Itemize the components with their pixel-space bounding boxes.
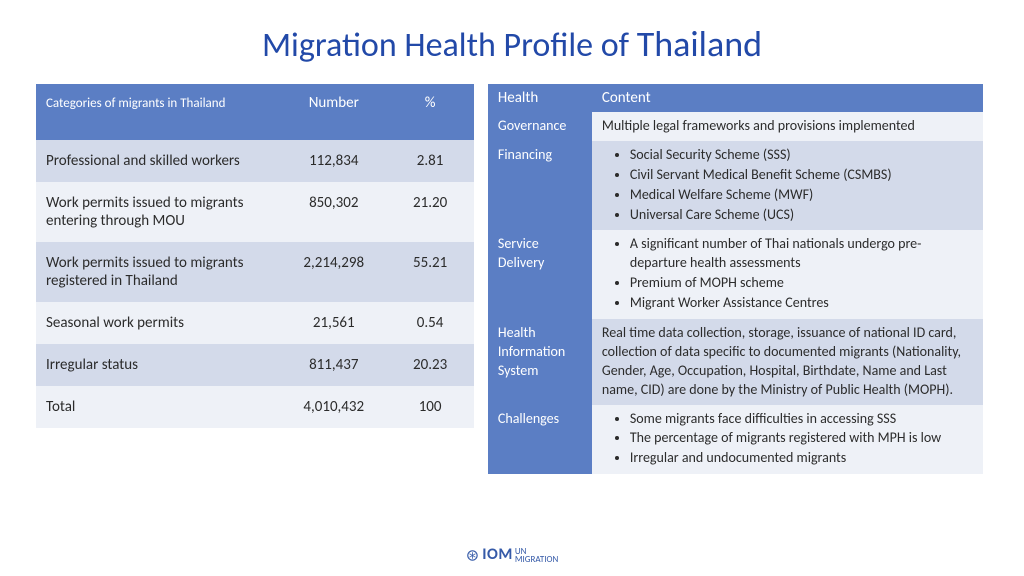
cell-cat: Professional and skilled workers [36, 140, 281, 182]
table-row: Challenges Some migrants face difficultie… [488, 405, 983, 475]
table-row: Health Information SystemReal time data … [488, 319, 983, 405]
cell-cat: Work permits issued to migrants register… [36, 242, 281, 302]
migrants-table-panel: Categories of migrants in Thailand Numbe… [36, 84, 474, 474]
col-header-content: Content [592, 84, 983, 112]
col-header-categories: Categories of migrants in Thailand [36, 84, 281, 140]
col-header-health: Health [488, 84, 592, 112]
health-content: Multiple legal frameworks and provisions… [592, 112, 983, 141]
health-label: Challenges [488, 405, 592, 475]
title-country: Thailand [637, 22, 762, 66]
health-table-panel: Health Content GovernanceMultiple legal … [488, 84, 983, 474]
cell-cat: Seasonal work permits [36, 302, 281, 344]
health-content: Social Security Scheme (SSS)Civil Servan… [592, 141, 983, 231]
table-row: Total4,010,432100 [36, 386, 474, 428]
cell-cat: Total [36, 386, 281, 428]
list-item: The percentage of migrants registered wi… [630, 429, 973, 449]
health-label: Financing [488, 141, 592, 231]
content-area: Categories of migrants in Thailand Numbe… [0, 84, 1024, 474]
list-item: Social Security Scheme (SSS) [630, 146, 973, 166]
health-label: Governance [488, 112, 592, 141]
health-label: Health Information System [488, 319, 592, 405]
bullet-list: Social Security Scheme (SSS)Civil Servan… [602, 146, 973, 226]
health-content: A significant number of Thai nationals u… [592, 230, 983, 319]
table-row: FinancingSocial Security Scheme (SSS)Civ… [488, 141, 983, 231]
title-prefix: Migration Health Profile of [262, 25, 637, 66]
cell-num: 21,561 [281, 302, 386, 344]
list-item: Premium of MOPH scheme [630, 274, 973, 294]
cell-pct: 55.21 [386, 242, 474, 302]
col-header-number: Number [281, 84, 386, 140]
migrants-table-body: Professional and skilled workers112,8342… [36, 140, 474, 428]
table-row: Professional and skilled workers112,8342… [36, 140, 474, 182]
iom-globe-icon: ⊛ [466, 547, 479, 566]
health-content: Some migrants face difficulties in acces… [592, 405, 983, 475]
cell-num: 850,302 [281, 182, 386, 242]
list-item: Migrant Worker Assistance Centres [630, 294, 973, 314]
cell-num: 2,214,298 [281, 242, 386, 302]
health-table: Health Content GovernanceMultiple legal … [488, 84, 983, 474]
list-item: Civil Servant Medical Benefit Scheme (CS… [630, 166, 973, 186]
cell-pct: 20.23 [386, 344, 474, 386]
list-item: A significant number of Thai nationals u… [630, 235, 973, 274]
cell-cat: Work permits issued to migrants entering… [36, 182, 281, 242]
table-row: Seasonal work permits21,5610.54 [36, 302, 474, 344]
table-row: GovernanceMultiple legal frameworks and … [488, 112, 983, 141]
iom-subtext: UNMIGRATION [515, 548, 558, 564]
table-row: Work permits issued to migrants register… [36, 242, 474, 302]
list-item: Medical Welfare Scheme (MWF) [630, 186, 973, 206]
iom-text: IOM [482, 545, 513, 564]
health-label: Service Delivery [488, 230, 592, 319]
cell-cat: Irregular status [36, 344, 281, 386]
migrants-table: Categories of migrants in Thailand Numbe… [36, 84, 474, 428]
cell-pct: 2.81 [386, 140, 474, 182]
table-row: Service Delivery A significant number of … [488, 230, 983, 319]
page-title: Migration Health Profile of Thailand [0, 0, 1024, 84]
health-table-body: GovernanceMultiple legal frameworks and … [488, 112, 983, 474]
list-item: Some migrants face difficulties in acces… [630, 410, 973, 430]
bullet-list: Some migrants face difficulties in acces… [602, 410, 973, 470]
cell-num: 4,010,432 [281, 386, 386, 428]
col-header-percent: % [386, 84, 474, 140]
cell-pct: 0.54 [386, 302, 474, 344]
cell-num: 811,437 [281, 344, 386, 386]
list-item: Irregular and undocumented migrants [630, 449, 973, 469]
cell-pct: 21.20 [386, 182, 474, 242]
list-item: Universal Care Scheme (UCS) [630, 206, 973, 226]
footer-logo: ⊛ IOMUNMIGRATION [0, 545, 1024, 566]
table-row: Irregular status811,43720.23 [36, 344, 474, 386]
health-content: Real time data collection, storage, issu… [592, 319, 983, 405]
bullet-list: A significant number of Thai nationals u… [602, 235, 973, 314]
cell-pct: 100 [386, 386, 474, 428]
table-row: Work permits issued to migrants entering… [36, 182, 474, 242]
cell-num: 112,834 [281, 140, 386, 182]
